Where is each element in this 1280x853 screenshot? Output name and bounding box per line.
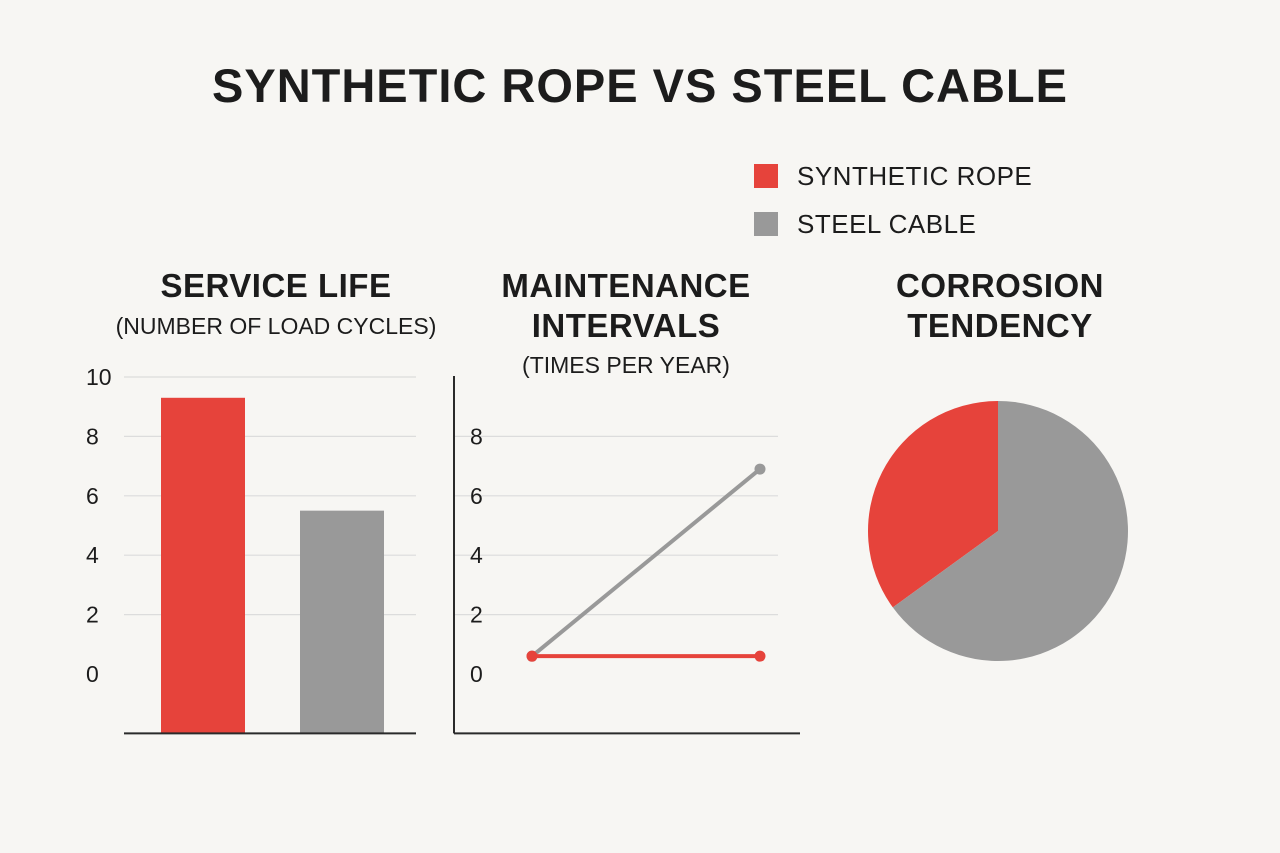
line-point-synthetic-rope (526, 650, 538, 662)
bar-y-tick-label: 8 (86, 423, 99, 449)
service-life-title: SERVICE LIFE (160, 267, 392, 304)
corrosion-title-line1: CORROSION (895, 267, 1104, 304)
legend-item-steel-cable: STEEL CABLE (754, 200, 1032, 248)
line-point-steel-cable (754, 463, 766, 475)
legend-item-synthetic-rope: SYNTHETIC ROPE (754, 152, 1032, 200)
bar-y-tick-label: 10 (86, 364, 112, 390)
pie-slice-steel-cable (892, 401, 1128, 661)
legend: SYNTHETIC ROPE STEEL CABLE (754, 152, 1032, 248)
chart-title: SYNTHETIC ROPE VS STEEL CABLE (212, 59, 1068, 112)
bar-y-tick-label: 4 (86, 542, 99, 568)
maintenance-title-line1: MAINTENANCE (501, 267, 751, 304)
bar-y-tick-label: 2 (86, 602, 99, 628)
line-y-tick-label: 8 (470, 423, 483, 449)
legend-label-steel-cable: STEEL CABLE (797, 208, 977, 239)
line-y-tick-label: 0 (470, 661, 483, 687)
bar-synthetic-rope (161, 397, 245, 734)
maintenance-subtitle: (TIMES PER YEAR) (522, 352, 730, 378)
maintenance-title-line2: INTERVALS (531, 307, 721, 344)
maintenance-line-chart: 0 2 4 6 8 (453, 376, 800, 735)
legend-swatch-steel-cable (754, 212, 778, 236)
line-y-tick-label: 6 (470, 483, 483, 509)
line-series-steel-cable (530, 467, 762, 658)
corrosion-pie-chart (868, 401, 1128, 661)
corrosion-title-line2: TENDENCY (907, 307, 1093, 344)
bar-steel-cable (300, 510, 384, 734)
bar-y-tick-label: 6 (86, 483, 99, 509)
pie-slice-synthetic-rope (868, 401, 998, 608)
line-y-tick-label: 2 (470, 602, 483, 628)
service-life-bar-chart: 0 2 4 6 8 10 (86, 364, 416, 735)
legend-label-synthetic-rope: SYNTHETIC ROPE (797, 160, 1033, 191)
service-life-subtitle: (NUMBER OF LOAD CYCLES) (115, 313, 437, 339)
line-point-synthetic-rope (754, 650, 766, 662)
legend-swatch-synthetic-rope (754, 164, 778, 188)
line-y-tick-label: 4 (470, 542, 483, 568)
bar-y-tick-label: 0 (86, 661, 99, 687)
